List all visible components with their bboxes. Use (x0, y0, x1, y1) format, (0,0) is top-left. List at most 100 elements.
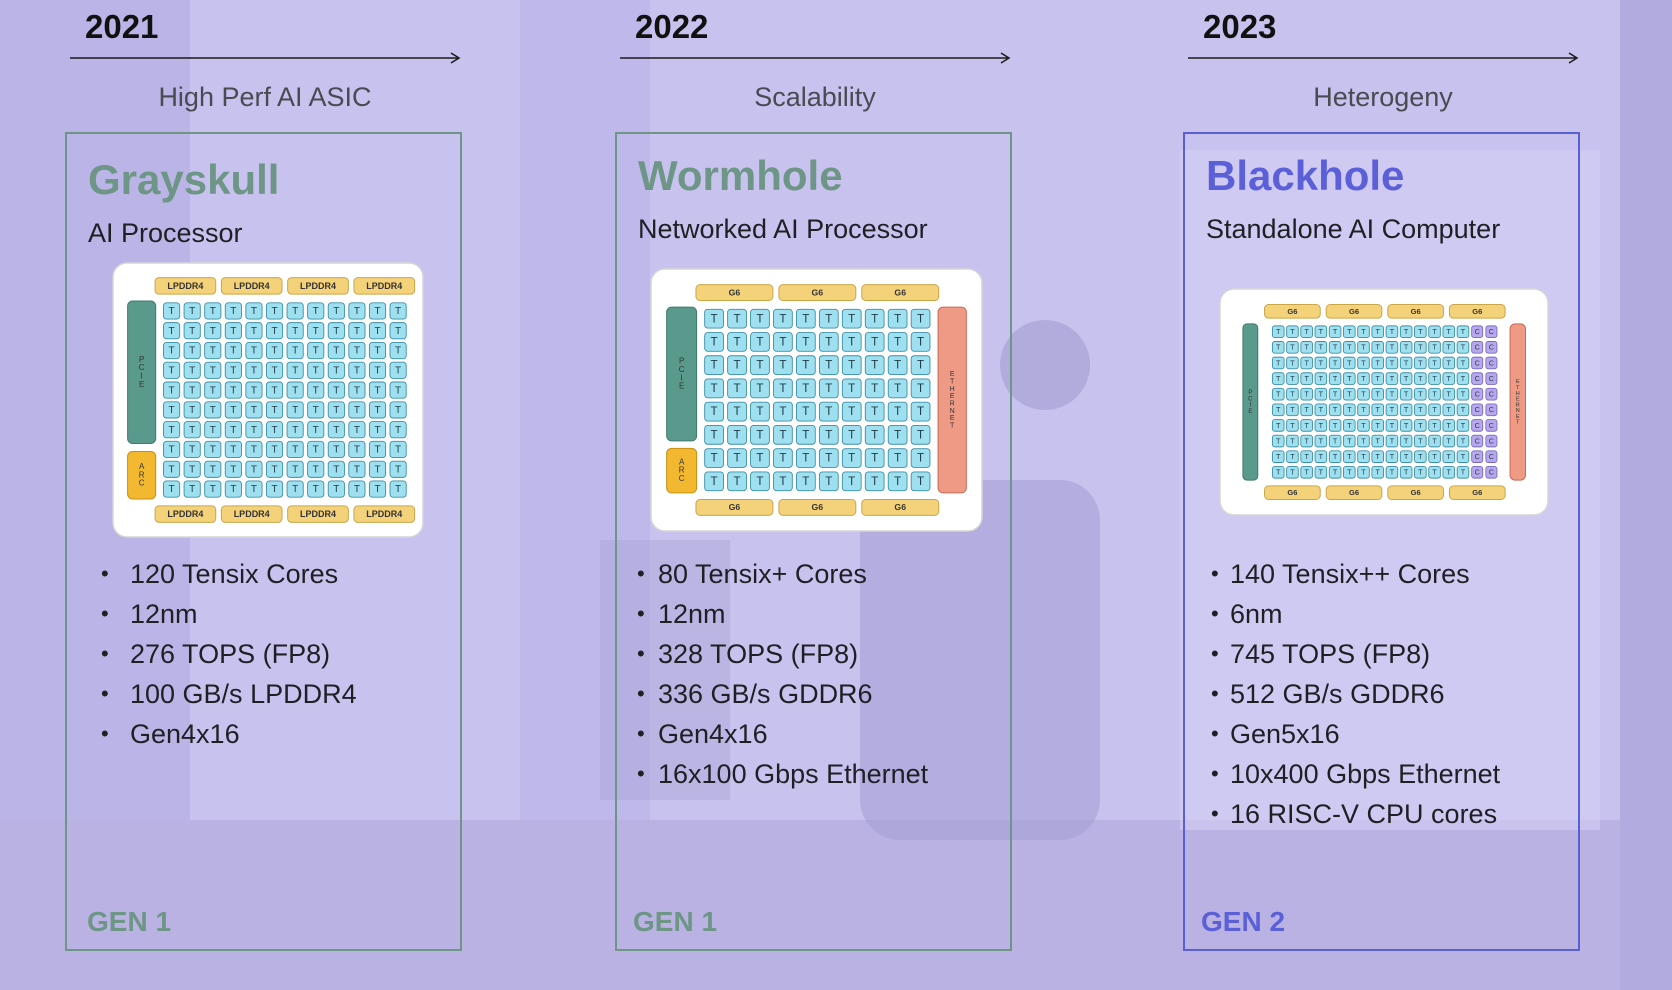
ethernet-label: E (1516, 379, 1520, 385)
tensix-core (1343, 419, 1356, 432)
tensix-core (183, 460, 201, 478)
tensix-core (224, 361, 242, 379)
tensix-core-label: T (756, 336, 763, 349)
spec-item: 10x400 Gbps Ethernet (1185, 754, 1500, 794)
tensix-core-label: T (1276, 390, 1281, 399)
tensix-core-label: T (374, 405, 380, 416)
spec-item: 12nm (67, 594, 357, 634)
cpu-core (1485, 356, 1498, 370)
tensix-core-label: T (779, 452, 786, 465)
tensix-core (796, 448, 816, 468)
tensix-core-label: T (1304, 452, 1309, 461)
year-label: 2021 (85, 8, 159, 45)
generation-label: GEN 1 (87, 906, 172, 937)
tensix-core-label: T (1333, 374, 1338, 383)
tensix-core-label: T (1418, 405, 1423, 414)
tensix-core (1357, 450, 1370, 463)
tensix-core (183, 322, 201, 340)
tensix-core-label: T (230, 365, 236, 376)
tensix-core-label: T (1390, 390, 1395, 399)
tensix-core-label: T (1319, 452, 1324, 461)
tensix-core (1314, 450, 1328, 463)
tensix-core-label: T (292, 306, 298, 317)
tensix-core (1385, 356, 1399, 370)
tensix-core-label: T (917, 312, 924, 325)
tensix-core-label: T (1376, 421, 1381, 430)
tensix-core (1456, 403, 1470, 417)
tensix-core-label: T (1404, 421, 1409, 430)
tensix-core-label: T (917, 336, 924, 349)
arc-label: R (679, 466, 685, 475)
memory-label: G6 (1287, 488, 1297, 497)
tensix-core-label: T (169, 346, 175, 357)
memory-block (353, 277, 416, 295)
tensix-core (1271, 356, 1285, 370)
tensix-core (1271, 403, 1285, 417)
tensix-core (704, 332, 724, 352)
tensix-core-label: T (756, 382, 763, 395)
tensix-core (1428, 450, 1441, 463)
tensix-core (389, 421, 407, 439)
tensix-core (887, 308, 908, 329)
memory-label: G6 (894, 502, 906, 512)
tensix-core-label: T (210, 326, 216, 337)
tensix-core-label: T (251, 425, 257, 436)
tensix-core-label: T (825, 452, 832, 465)
tensix-core-label: T (374, 346, 380, 357)
tensix-core (1314, 403, 1328, 417)
tensix-core-label: T (1347, 374, 1352, 383)
tensix-core (1428, 325, 1441, 338)
ethernet-label: R (950, 401, 955, 408)
tensix-core (750, 332, 770, 352)
tensix-core-label: T (333, 425, 339, 436)
tensix-core-label: T (271, 326, 277, 337)
tensix-core-label: T (1347, 452, 1352, 461)
tensix-core (1300, 387, 1313, 401)
tensix-core (224, 401, 242, 419)
tensix-core (727, 332, 747, 352)
tensix-core-label: T (1333, 327, 1338, 336)
cpu-core (1485, 341, 1498, 354)
tensix-core (183, 401, 201, 419)
tensix-core-label: T (251, 326, 257, 337)
tensix-core (245, 381, 263, 399)
tensix-core (348, 361, 366, 379)
tensix-core-label: T (251, 484, 257, 495)
tensix-core (818, 401, 839, 422)
tensix-core (796, 471, 816, 492)
tensix-core-label: T (169, 445, 175, 456)
tensix-core (245, 460, 263, 478)
tensix-core (1442, 419, 1456, 432)
spec-item: 328 TOPS (FP8) (617, 634, 928, 674)
spec-item: Gen5x16 (1185, 714, 1500, 754)
tensix-core (1357, 341, 1370, 354)
tensix-core-label: T (1432, 374, 1437, 383)
ethernet-label: N (950, 408, 955, 415)
tensix-core (1300, 341, 1313, 354)
tensix-core (841, 471, 862, 492)
tensix-core (1343, 466, 1356, 479)
memory-block (778, 284, 857, 301)
memory-block (220, 277, 283, 295)
memory-label: G6 (1411, 488, 1421, 497)
tensix-core (1442, 341, 1456, 354)
tensix-core-label: T (333, 365, 339, 376)
tensix-core-label: T (395, 365, 401, 376)
tensix-core-label: T (1361, 468, 1366, 477)
tensix-core-label: T (894, 336, 901, 349)
memory-block (287, 505, 349, 523)
tensix-core-label: T (1390, 405, 1395, 414)
tensix-core-label: T (917, 382, 924, 395)
tensix-core (1399, 387, 1413, 401)
tensix-core-label: T (169, 365, 175, 376)
memory-block (220, 505, 283, 523)
tensix-core-label: T (1319, 468, 1324, 477)
tensix-core (773, 471, 793, 492)
tensix-core (1286, 325, 1299, 338)
timeline-arrow-icon (70, 52, 461, 64)
tensix-core (368, 341, 387, 360)
memory-label: G6 (1411, 307, 1421, 316)
tensix-core-label: T (848, 475, 855, 488)
memory-label: LPDDR4 (366, 509, 402, 519)
tensix-core-label: T (1418, 343, 1423, 352)
